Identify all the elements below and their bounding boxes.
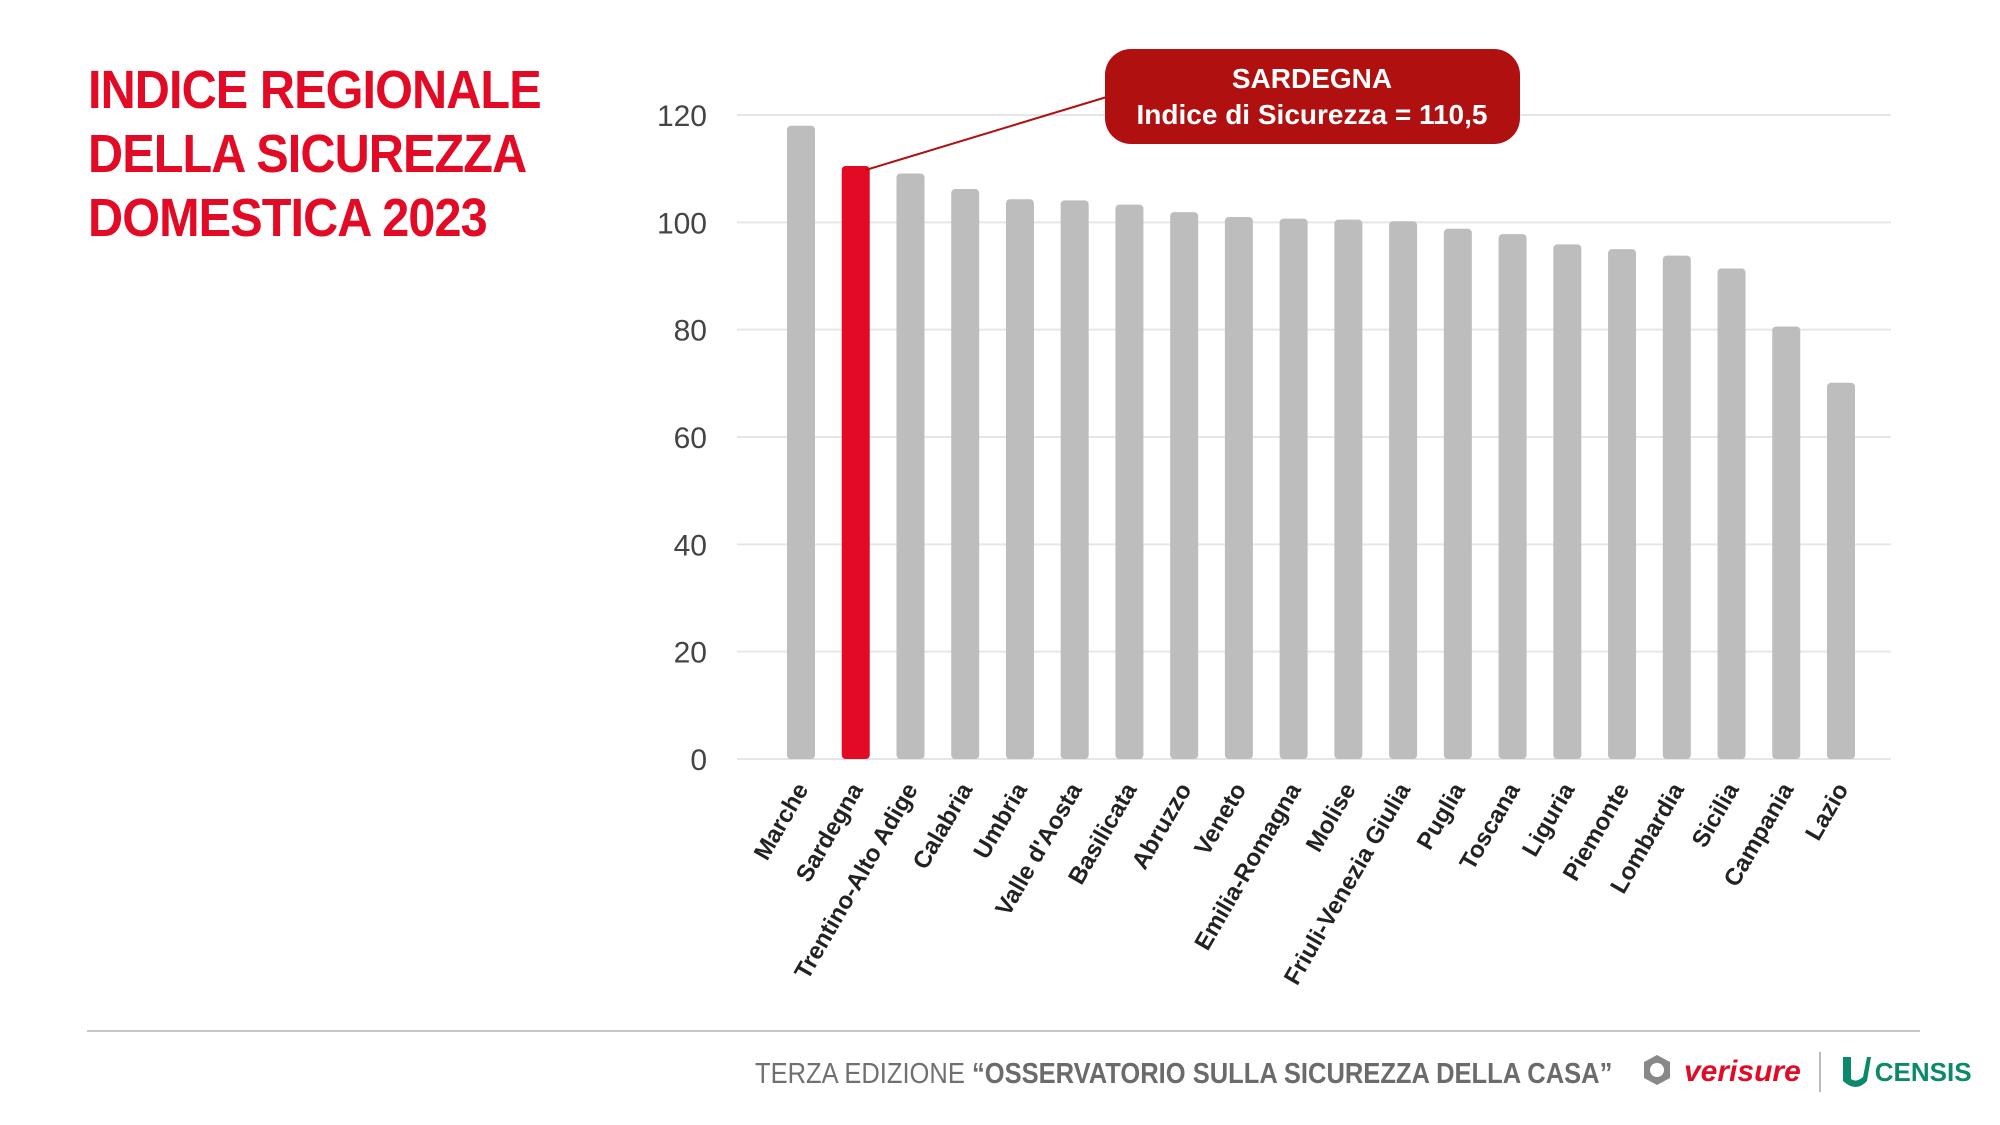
logos: verisure CENSIS <box>1640 1052 1972 1092</box>
x-tick-label: Lazio <box>1800 779 1854 846</box>
x-tick-label: Puglia <box>1412 778 1472 854</box>
bar-emilia-romagna <box>1279 218 1308 759</box>
bar-toscana <box>1498 234 1527 759</box>
bar-abruzzo <box>1170 212 1199 760</box>
bar-sicilia <box>1717 268 1746 759</box>
bar-liguria <box>1553 244 1582 759</box>
bar-lombardia <box>1662 255 1691 759</box>
callout-value: Indice di Sicurezza = 110,5 <box>1137 99 1488 130</box>
bar-valle-d-aosta <box>1060 200 1089 759</box>
bar-marche <box>787 125 815 759</box>
x-tick-label: Molise <box>1301 779 1362 857</box>
bar-sardegna <box>841 165 870 759</box>
y-tick-label: 120 <box>657 100 707 133</box>
footer-text: TERZA EDIZIONE “OSSERVATORIO SULLA SICUR… <box>755 1058 1612 1091</box>
callout-title: SARDEGNA <box>1232 63 1392 94</box>
verisure-logo-icon <box>1640 1053 1674 1092</box>
bar-piemonte <box>1608 249 1637 759</box>
page-title: INDICE REGIONALE DELLA SICUREZZA DOMESTI… <box>88 58 542 250</box>
bar-umbria <box>1005 199 1034 760</box>
bar-calabria <box>951 189 980 759</box>
x-tick-label: Emilia-Romagna <box>1189 778 1307 955</box>
bar-puglia <box>1443 228 1472 760</box>
bar-molise <box>1334 219 1363 759</box>
censis-logo-text: CENSIS <box>1874 1056 1972 1087</box>
y-tick-label: 40 <box>674 529 707 562</box>
logo-separator <box>1818 1052 1821 1092</box>
footer-divider <box>87 1030 1920 1032</box>
bar-friuli-venezia-giulia <box>1389 221 1418 759</box>
callout-leader-line <box>865 95 1111 171</box>
y-tick-label: 100 <box>657 207 707 240</box>
title-line: INDICE REGIONALE <box>88 60 542 120</box>
bar-veneto <box>1224 216 1253 759</box>
bar-trentino-alto-adige <box>896 173 925 759</box>
footer-quote: “OSSERVATORIO SULLA SICUREZZA DELLA CASA… <box>971 1058 1613 1090</box>
title-line: DOMESTICA 2023 <box>88 188 488 248</box>
title-line: DELLA SICUREZZA <box>88 124 527 184</box>
y-tick-label: 20 <box>674 637 707 670</box>
y-tick-label: 80 <box>674 315 707 348</box>
callout-box <box>1105 49 1520 144</box>
bar-basilicata <box>1115 204 1144 759</box>
censis-logo-icon <box>1842 1057 1871 1087</box>
x-tick-label: Sicilia <box>1687 778 1745 852</box>
y-tick-label: 60 <box>674 422 707 455</box>
bar-lazio <box>1827 382 1855 759</box>
bar-campania <box>1772 326 1801 759</box>
y-tick-label: 0 <box>690 744 707 777</box>
footer-prefix: TERZA EDIZIONE <box>755 1058 965 1090</box>
censis-logo: CENSIS <box>1839 1053 1972 1091</box>
verisure-logo: verisure <box>1684 1055 1801 1088</box>
